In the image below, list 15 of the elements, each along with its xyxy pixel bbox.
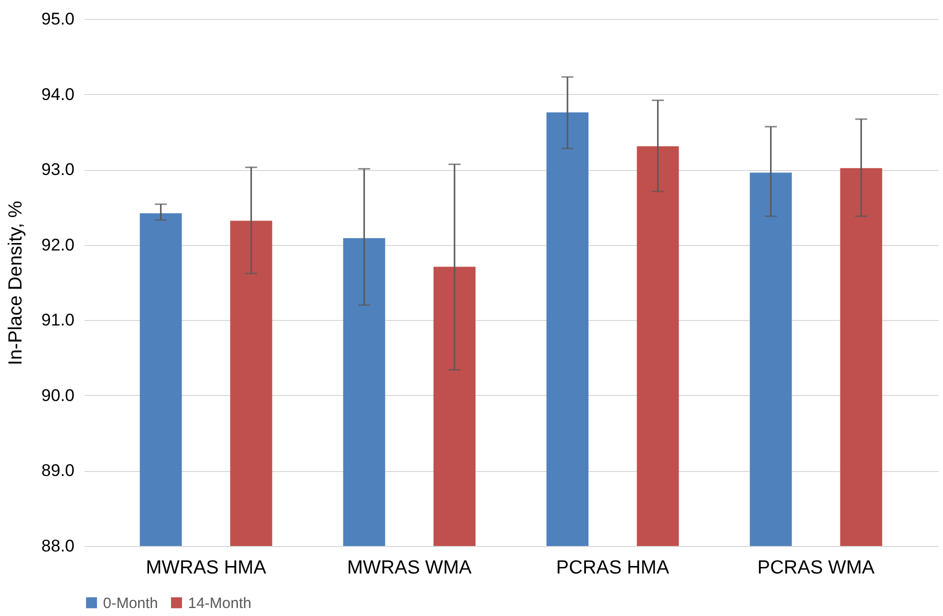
y-tick-label: 94.0: [41, 84, 74, 104]
x-tick-label: MWRAS WMA: [347, 558, 472, 578]
y-tick-label: 89.0: [41, 461, 74, 480]
x-tick-label: PCRAS HMA: [556, 558, 670, 578]
legend-label: 0-Month: [103, 594, 158, 612]
y-tick-label: 95.0: [41, 10, 74, 28]
y-axis-title: In-Place Density, %: [5, 200, 26, 366]
x-tick-label: MWRAS HMA: [146, 558, 266, 578]
y-tick-label: 88.0: [41, 536, 74, 556]
y-tick-label: 90.0: [41, 386, 74, 405]
legend-label: 14-Month: [188, 594, 252, 612]
y-tick-label: 92.0: [41, 235, 74, 254]
x-tick-label: PCRAS WMA: [757, 558, 875, 578]
y-tick-label: 93.0: [41, 160, 74, 180]
y-tick-label: 91.0: [41, 310, 74, 330]
